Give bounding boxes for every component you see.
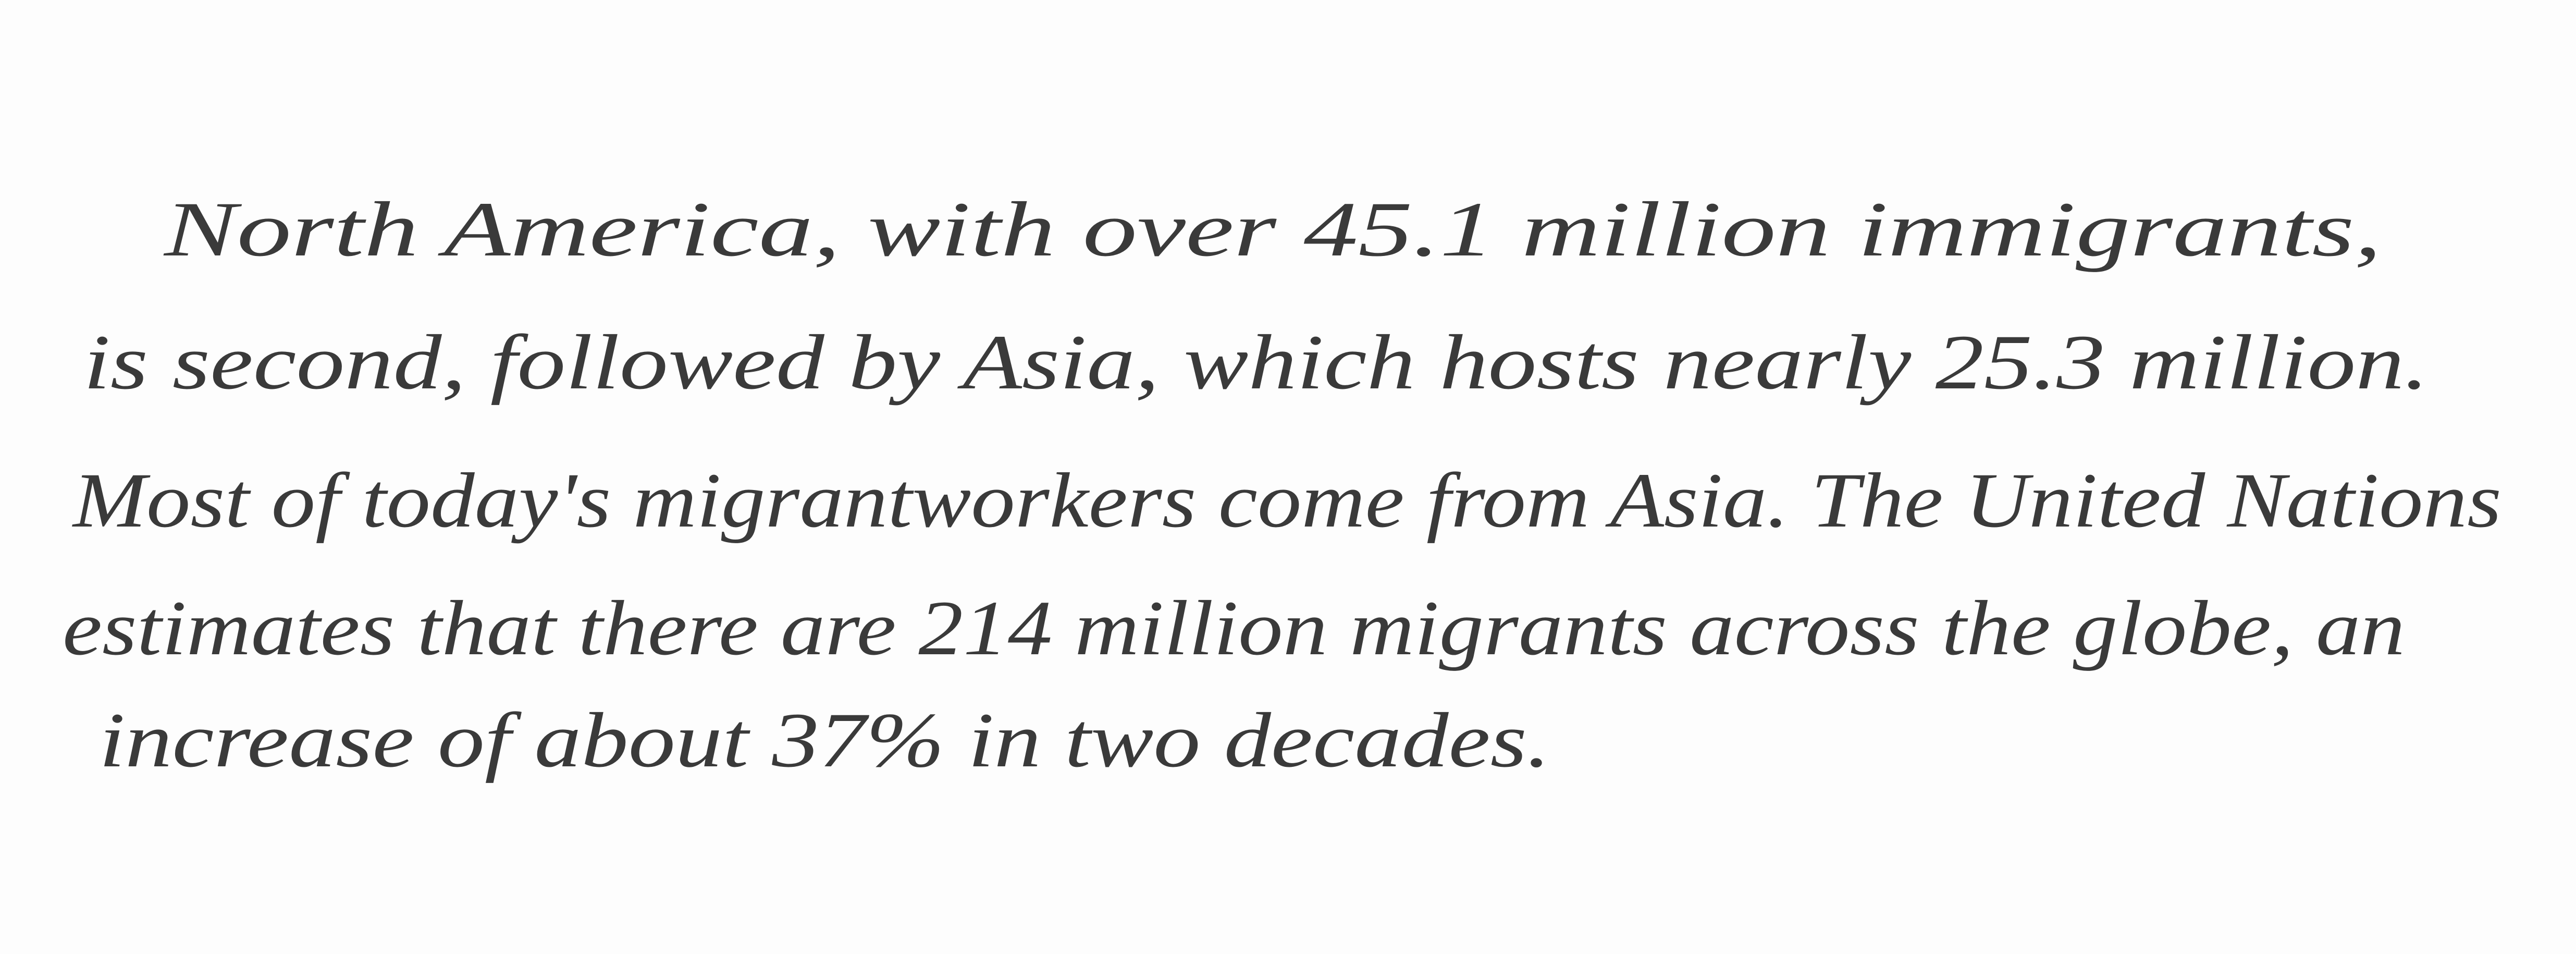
text-line: is second, followed by Asia, which hosts… xyxy=(83,319,2429,406)
text-line: increase of about 37% in two decades. xyxy=(99,697,1550,784)
text-line: Most of today's migrantworkers come from… xyxy=(72,457,2501,544)
text-line: estimates that there are 214 million mig… xyxy=(63,585,2405,671)
text-line: North America, with over 45.1 million im… xyxy=(163,186,2382,273)
